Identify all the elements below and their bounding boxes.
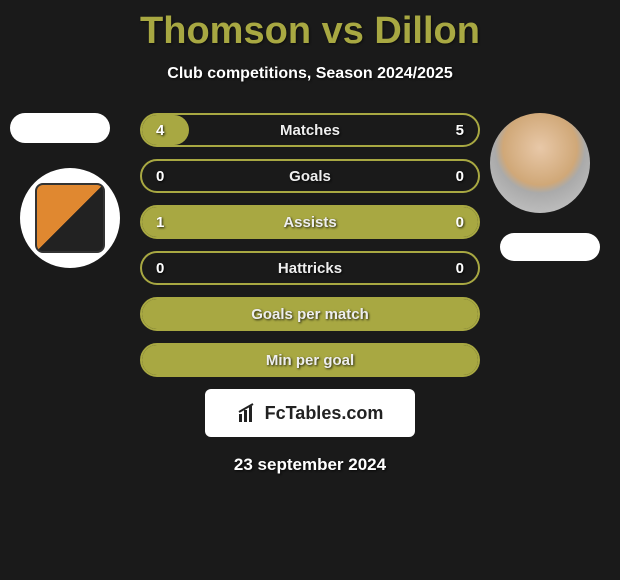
- stat-fill-left: [142, 115, 189, 145]
- stat-label: Assists: [283, 214, 336, 231]
- stats-list: 4 Matches 5 0 Goals 0 1 Assists 0 0 Hattricks 0 Goal…: [140, 113, 480, 377]
- stat-row: 0 Goals 0: [140, 159, 480, 193]
- stat-value-right: 0: [456, 260, 464, 277]
- stat-value-right: 5: [456, 122, 464, 139]
- club-logo-right-placeholder: [500, 233, 600, 261]
- page-title: Thomson vs Dillon: [0, 0, 620, 53]
- stat-value-left: 0: [156, 260, 164, 277]
- stat-row: 1 Assists 0: [140, 205, 480, 239]
- stat-value-left: 4: [156, 122, 164, 139]
- stat-value-left: 1: [156, 214, 164, 231]
- stat-label: Min per goal: [266, 352, 354, 369]
- stat-label: Goals: [289, 168, 331, 185]
- player-right-avatar: [490, 113, 590, 213]
- page-subtitle: Club competitions, Season 2024/2025: [0, 65, 620, 83]
- stat-label: Hattricks: [278, 260, 342, 277]
- branding-text: FcTables.com: [265, 403, 384, 424]
- comparison-content: 4 Matches 5 0 Goals 0 1 Assists 0 0 Hattricks 0 Goal…: [0, 113, 620, 475]
- branding-icon: [237, 402, 259, 424]
- stat-row: Min per goal: [140, 343, 480, 377]
- stat-label: Goals per match: [251, 306, 369, 323]
- stat-value-right: 0: [456, 214, 464, 231]
- club-badge-icon: [35, 183, 105, 253]
- date-label: 23 september 2024: [0, 455, 620, 475]
- stat-row: 0 Hattricks 0: [140, 251, 480, 285]
- player-left-placeholder: [10, 113, 110, 143]
- club-logo-left: [20, 168, 120, 268]
- stat-row: 4 Matches 5: [140, 113, 480, 147]
- stat-label: Matches: [280, 122, 340, 139]
- stat-value-right: 0: [456, 168, 464, 185]
- branding-badge[interactable]: FcTables.com: [205, 389, 415, 437]
- stat-row: Goals per match: [140, 297, 480, 331]
- stat-value-left: 0: [156, 168, 164, 185]
